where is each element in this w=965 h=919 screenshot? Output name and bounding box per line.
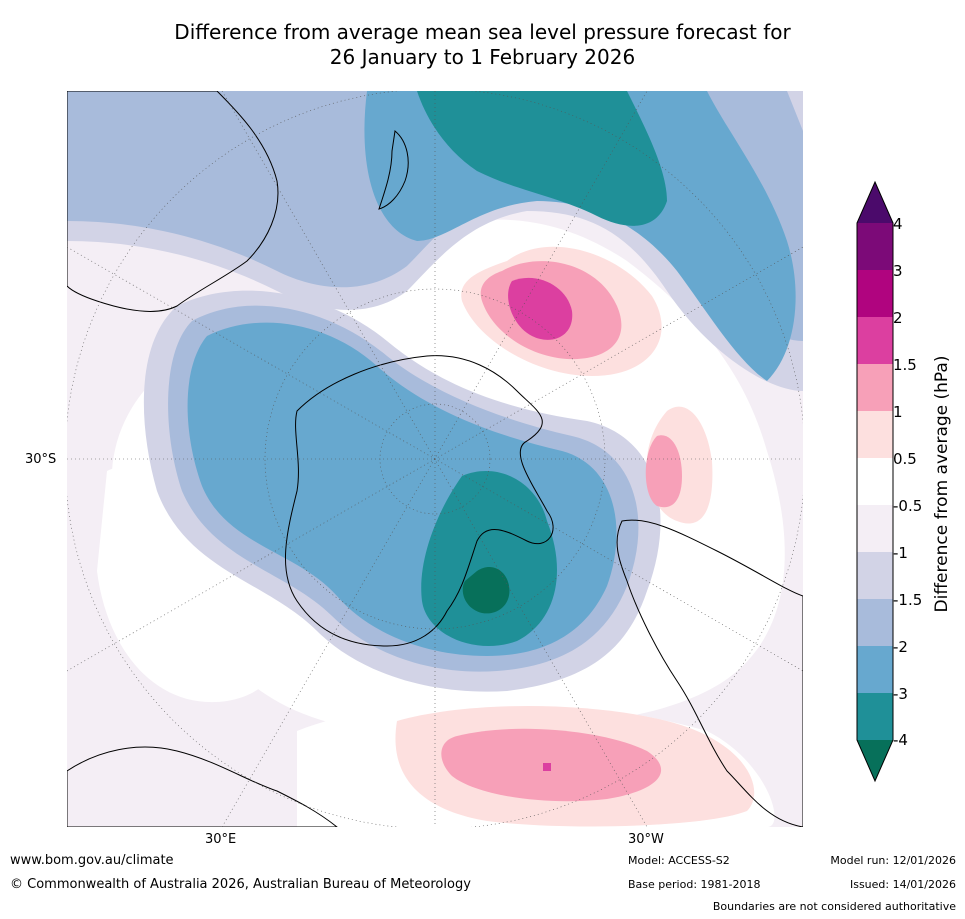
band-p1-south — [441, 728, 662, 802]
cbar-seg-1-1.5 — [857, 364, 893, 411]
model-name: Model: ACCESS-S2 — [628, 854, 730, 867]
africa-coastline — [67, 746, 338, 827]
cbar-tick-m2: -2 — [893, 638, 908, 656]
boundaries-disclaimer: Boundaries are not considered authoritat… — [712, 900, 956, 913]
lon-label-30e: 30°E — [205, 832, 237, 847]
australia-coastline — [67, 91, 279, 312]
website-link[interactable]: www.bom.gov.au/climate — [10, 853, 174, 868]
cbar-outline — [856, 180, 894, 783]
band-p1-east-mid — [645, 435, 682, 508]
band-p1.5-south-dot — [543, 763, 551, 771]
cbar-seg-lt-m4 — [857, 740, 893, 781]
cbar-seg-0.5-1 — [857, 411, 893, 458]
cbar-seg-m3-m2 — [857, 646, 893, 693]
pressure-anomaly-map — [67, 91, 803, 827]
cbar-seg-3-4 — [857, 223, 893, 270]
latitude-circle-30s — [264, 288, 606, 630]
cbar-seg-m1.5-m1 — [857, 552, 893, 599]
copyright-text: © Commonwealth of Australia 2026, Austra… — [10, 877, 471, 892]
cbar-tick-m4: -4 — [893, 731, 908, 749]
cbar-tick-m3: -3 — [893, 685, 908, 703]
cbar-seg-gt4 — [857, 182, 893, 223]
title-line-2: 26 January to 1 February 2026 — [329, 45, 636, 69]
base-period: Base period: 1981-2018 — [628, 878, 761, 891]
cbar-tick-3: 3 — [893, 262, 903, 280]
cbar-seg-1.5-2 — [857, 317, 893, 364]
cbar-tick-m1.5: -1.5 — [893, 591, 923, 609]
cbar-tick-1: 1 — [893, 403, 903, 421]
cbar-tick-1.5: 1.5 — [893, 356, 917, 374]
band-p1.5-east-high — [508, 277, 573, 340]
cbar-tick-0.5: 0.5 — [893, 450, 917, 468]
antarctica-coastline — [285, 355, 554, 647]
colorbar — [856, 180, 894, 783]
cbar-seg-m4-m3 — [857, 693, 893, 740]
cbar-seg-m2-m1.5 — [857, 599, 893, 646]
band-m4-north — [417, 91, 667, 226]
new-zealand-coastline — [378, 130, 409, 210]
meridian-60w — [67, 246, 803, 672]
cbar-tick-4: 4 — [893, 215, 903, 233]
neutral-region-west — [97, 465, 288, 703]
lat-label-30s: 30°S — [25, 452, 57, 467]
cbar-tick-m1: -1 — [893, 544, 908, 562]
cbar-tick-2: 2 — [893, 309, 903, 327]
graticule — [67, 91, 803, 827]
cbar-tick-m0.5: -0.5 — [893, 497, 923, 515]
lon-label-30w: 30°W — [628, 832, 664, 847]
issued-date: Issued: 14/01/2026 — [849, 878, 956, 891]
model-run-date: Model run: 12/01/2026 — [830, 854, 956, 867]
band-lt-m4 — [462, 566, 510, 614]
title-line-1: Difference from average mean sea level p… — [174, 20, 791, 44]
band-m4 — [421, 471, 557, 647]
south-america-coastline — [616, 519, 803, 827]
cbar-seg-neutral — [857, 458, 893, 505]
cbar-seg-m1-m0.5 — [857, 505, 893, 552]
map-title: Difference from average mean sea level p… — [0, 20, 965, 70]
cbar-seg-2-3 — [857, 270, 893, 317]
colorbar-label: Difference from average (hPa) — [932, 355, 952, 613]
